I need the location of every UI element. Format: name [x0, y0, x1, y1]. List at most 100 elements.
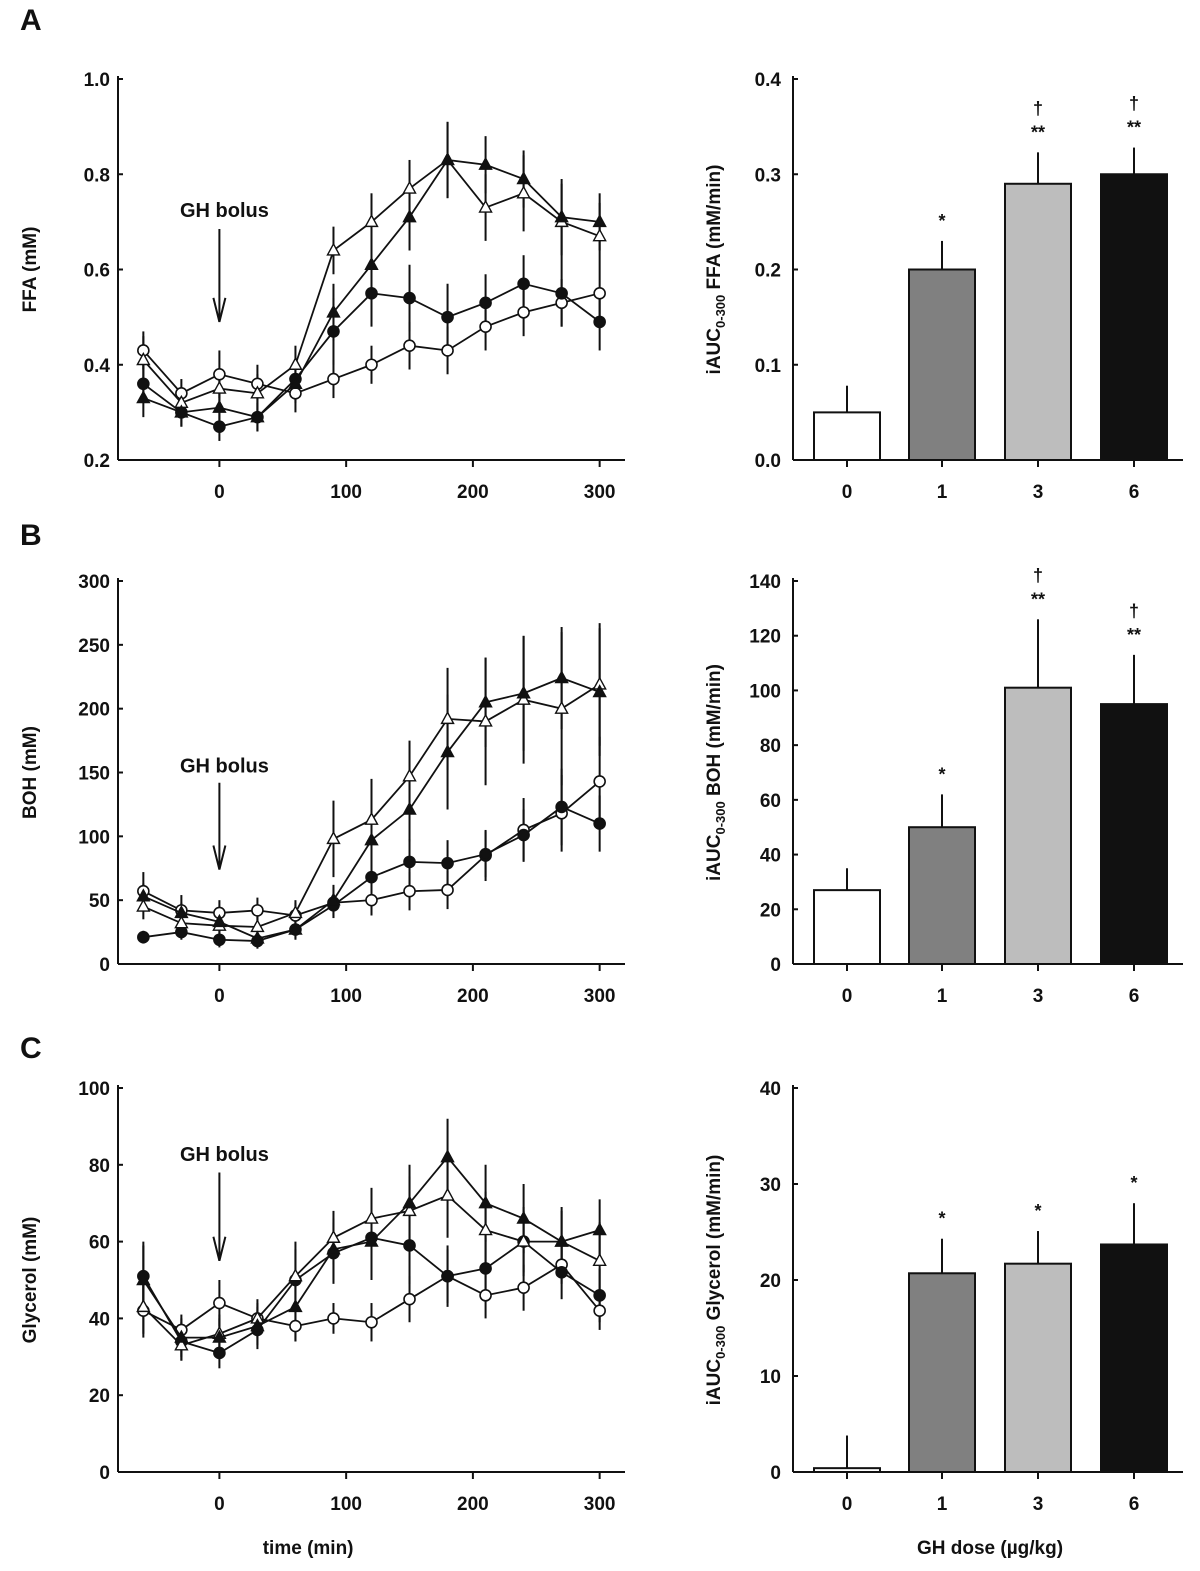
data-point	[250, 930, 265, 944]
data-point	[479, 847, 492, 861]
data-point	[326, 1241, 341, 1255]
panel-B-bar: 0 20 40 60 80 100 120 140 0 1 * 3 ** † 6 ** † iAUC0-300 B…	[704, 565, 1183, 1007]
data-point	[516, 685, 531, 699]
data-point	[593, 315, 606, 329]
significance-marker: **	[1127, 118, 1141, 138]
data-point	[592, 684, 607, 698]
y-axis-label-rest: Glycerol (mM/min)	[704, 1155, 725, 1326]
data-point	[213, 1296, 226, 1310]
dagger-marker: †	[1033, 565, 1043, 585]
gh-bolus-label: GH bolus	[180, 756, 269, 778]
x-tick-label: 100	[330, 986, 362, 1007]
bar	[908, 268, 976, 461]
y-tick-label: 0.4	[755, 70, 782, 91]
bar	[1100, 703, 1168, 965]
data-point	[592, 1222, 607, 1236]
y-tick-label: 0.8	[84, 165, 110, 186]
data-point	[289, 387, 302, 400]
data-point	[213, 367, 226, 381]
data-point	[213, 1346, 226, 1360]
bar	[908, 1272, 976, 1474]
data-point	[402, 209, 417, 223]
y-tick-label: 150	[78, 764, 110, 785]
data-point	[136, 898, 151, 912]
data-point	[326, 892, 341, 906]
x-tick-label: 300	[584, 482, 616, 503]
data-point	[592, 213, 607, 228]
data-point	[441, 883, 454, 897]
data-point	[440, 152, 455, 166]
y-tick-label: 200	[78, 700, 110, 721]
significance-marker: **	[1031, 122, 1045, 142]
data-point	[289, 1319, 302, 1333]
y-tick-label: 60	[89, 1233, 110, 1254]
data-point	[555, 800, 568, 814]
y-axis-label-subscript: 0-300	[713, 801, 728, 834]
y-tick-label: 0.3	[755, 165, 781, 186]
arrow-head-icon	[212, 845, 227, 870]
data-point	[592, 1252, 607, 1266]
bar	[908, 826, 976, 966]
data-point	[479, 1262, 492, 1275]
data-point	[593, 287, 606, 300]
bar	[813, 889, 881, 966]
data-point	[365, 893, 378, 907]
x-tick-label: 0	[842, 986, 853, 1007]
data-point	[403, 855, 416, 869]
y-axis-label: FFA (mM)	[20, 227, 41, 313]
data-point	[326, 1229, 341, 1243]
data-point	[364, 832, 379, 846]
panel-A-bar: 0.0 0.1 0.2 0.3 0.4 0 1 * 3 ** † 6 ** † iAUC0-300 FFA …	[704, 70, 1183, 503]
panel-B-line: B 0 50 100 150 200 250 300 0 100 200 300 BOH (mM) GH …	[20, 519, 625, 1007]
data-point	[174, 1329, 189, 1343]
x-tick-label: 3	[1033, 482, 1044, 503]
data-point	[250, 385, 265, 399]
y-axis-label: iAUC0-300 BOH (mM/min)	[704, 664, 728, 881]
data-point	[250, 409, 265, 423]
data-point	[478, 1195, 493, 1209]
data-point	[364, 1210, 379, 1224]
data-point	[364, 213, 379, 228]
y-tick-label: 300	[78, 572, 110, 593]
y-tick-label: 100	[78, 827, 110, 848]
y-axis-label-rest: FFA (mM/min)	[704, 165, 725, 295]
y-tick-label: 0.0	[755, 451, 781, 472]
data-point	[441, 310, 454, 324]
data-point	[174, 1337, 189, 1351]
data-point	[516, 691, 531, 705]
significance-marker: *	[938, 1209, 945, 1229]
x-tick-label: 200	[457, 986, 489, 1007]
data-point	[478, 713, 493, 727]
y-tick-label: 40	[89, 1309, 110, 1330]
data-point	[403, 1292, 416, 1306]
data-point	[212, 399, 227, 413]
data-point	[478, 199, 493, 213]
data-point	[288, 1298, 303, 1313]
data-point	[365, 870, 378, 884]
data-point	[403, 1239, 416, 1252]
data-point	[517, 828, 530, 842]
x-axis-label: time (min)	[263, 1538, 354, 1559]
y-axis-label-subscript: 0-300	[713, 295, 728, 328]
data-point	[403, 339, 416, 353]
data-point	[479, 296, 492, 310]
data-point	[136, 352, 151, 366]
data-point	[440, 744, 455, 758]
x-tick-label: 6	[1129, 482, 1140, 503]
y-tick-label: 0.2	[84, 451, 110, 472]
y-axis-label: iAUC0-300 Glycerol (mM/min)	[704, 1155, 728, 1406]
y-tick-label: 0.2	[755, 261, 781, 282]
data-point	[288, 1268, 303, 1282]
data-point	[402, 180, 417, 194]
data-point	[592, 228, 607, 242]
bar	[813, 411, 881, 461]
y-tick-label: 1.0	[84, 70, 110, 91]
data-point	[174, 915, 189, 929]
data-point	[441, 1269, 454, 1283]
data-point	[478, 694, 493, 708]
data-point	[136, 888, 151, 902]
y-tick-label: 40	[760, 846, 781, 867]
y-tick-label: 80	[89, 1156, 110, 1177]
data-point	[440, 1149, 455, 1163]
